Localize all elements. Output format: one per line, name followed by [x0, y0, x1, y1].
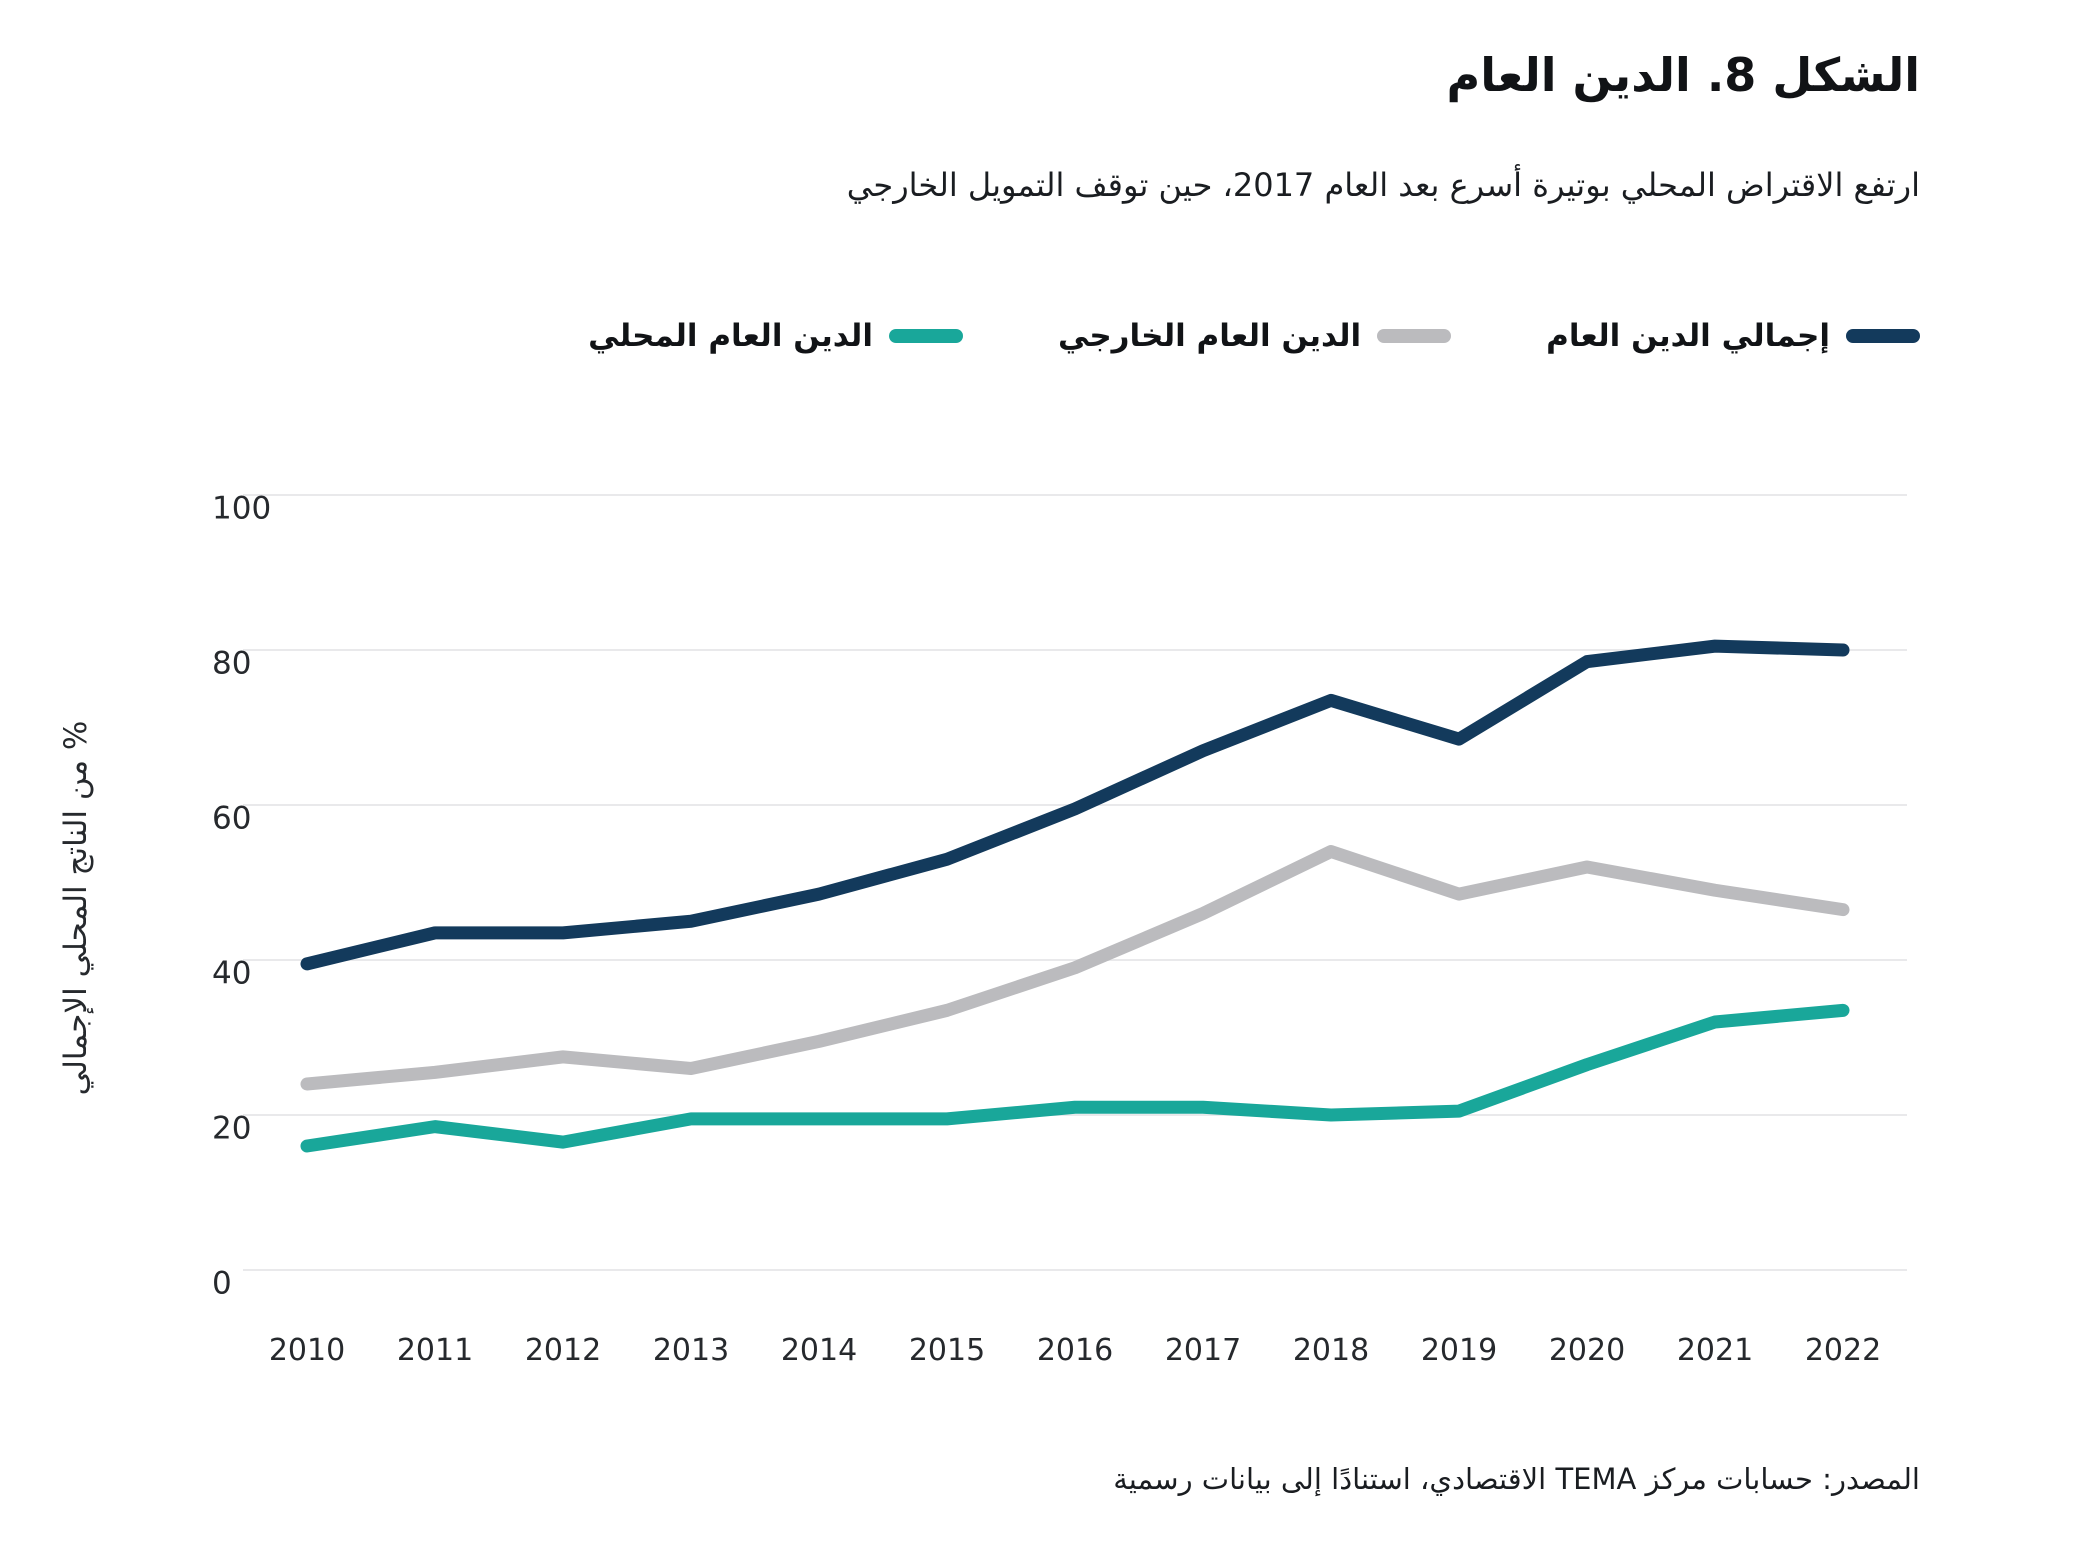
legend-item-0: إجمالي الدين العام [1546, 318, 1920, 354]
x-tick-labels: 2010 2011 2012 2013 2014 2015 2016 2017 2018 2019… [269, 1333, 1881, 1368]
x-tick-label-2022: 2022 [1805, 1333, 1881, 1368]
gridlines [243, 494, 1907, 1271]
debt-line-chart: 0 20 40 60 80 100 2010 2011 2012 2013 2014 2015 2016… [58, 491, 1907, 1368]
legend-line-marker [1377, 329, 1452, 343]
legend-item-1: الدين العام الخارجي [1057, 318, 1452, 354]
y-axis-title: % من الناتج المحلي الإجمالي [58, 721, 94, 1096]
x-tick-label-2016: 2016 [1037, 1333, 1113, 1368]
x-tick-label-2014: 2014 [781, 1333, 857, 1368]
x-tick-label-2011: 2011 [397, 1333, 473, 1368]
x-tick-label-2015: 2015 [909, 1333, 985, 1368]
source-note: المصدر: حسابات مركز TEMA الاقتصادي، استن… [1113, 1462, 1920, 1496]
y-tick-label-0: 0 [212, 1266, 232, 1302]
figure-title: الشكل 8. الدين العام [1446, 48, 1920, 102]
x-tick-label-2010: 2010 [269, 1333, 345, 1368]
chart-area: 0 20 40 60 80 100 2010 2011 2012 2013 2014 2015 2016… [0, 430, 2084, 1430]
x-tick-label-2019: 2019 [1421, 1333, 1497, 1368]
figure-subtitle: ارتفع الاقتراض المحلي بوتيرة أسرع بعد ال… [846, 166, 1920, 204]
series-line-إجمالي الدين العام [300, 639, 1850, 971]
y-tick-labels: 0 20 40 60 80 100 [212, 491, 271, 1302]
x-tick-label-2018: 2018 [1293, 1333, 1369, 1368]
y-tick-label-60: 60 [212, 801, 251, 837]
legend-label: الدين العام الخارجي [1057, 318, 1362, 354]
legend-label: الدين العام المحلي [588, 318, 873, 354]
x-tick-label-2020: 2020 [1549, 1333, 1625, 1368]
series-line-الدين العام المحلي [300, 1003, 1850, 1153]
x-tick-label-2013: 2013 [653, 1333, 729, 1368]
x-tick-label-2017: 2017 [1165, 1333, 1241, 1368]
x-tick-label-2012: 2012 [525, 1333, 601, 1368]
x-tick-label-2021: 2021 [1677, 1333, 1753, 1368]
y-tick-label-40: 40 [212, 956, 251, 992]
legend-line-marker [1846, 329, 1920, 343]
chart-legend: إجمالي الدين العام الدين العام الخارجي الد… [588, 318, 1920, 354]
y-tick-label-100: 100 [212, 491, 271, 527]
series-line-الدين العام الخارجي [300, 845, 1850, 1091]
y-tick-label-20: 20 [212, 1111, 251, 1147]
legend-line-marker [888, 329, 963, 343]
legend-label: إجمالي الدين العام [1546, 318, 1830, 354]
y-tick-label-80: 80 [212, 646, 251, 682]
legend-item-2: الدين العام المحلي [588, 318, 963, 354]
